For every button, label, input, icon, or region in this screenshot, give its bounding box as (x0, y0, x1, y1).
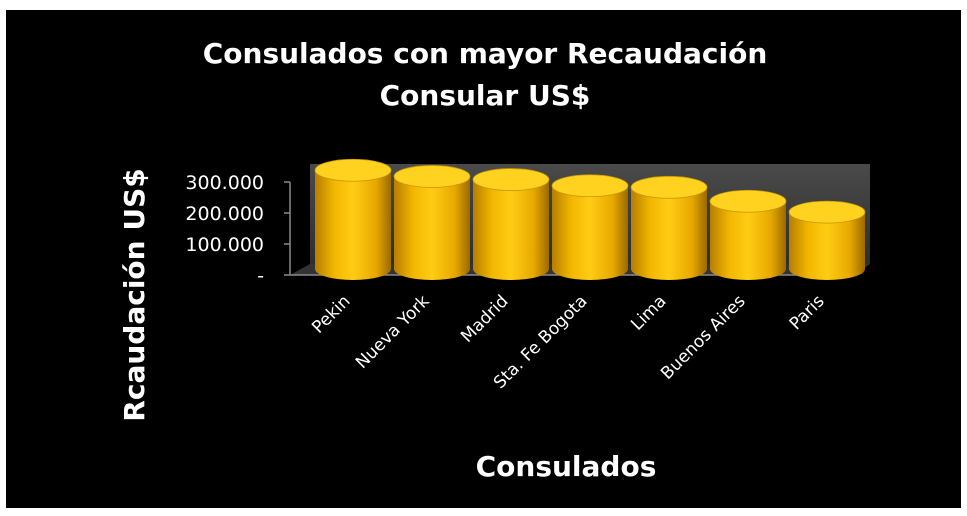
bar (393, 165, 471, 280)
bar-body (789, 212, 865, 280)
bar-top (788, 200, 866, 224)
y-axis-title: Rcaudación US$ (118, 168, 151, 421)
bar-body (631, 187, 707, 280)
y-tick-label: - (257, 265, 264, 287)
x-tick-label: Paris (786, 291, 829, 334)
x-tick-label: Nueva York (352, 291, 434, 373)
bar-top (472, 168, 550, 191)
bars (314, 158, 866, 280)
bar (472, 168, 550, 280)
bar-body (710, 201, 786, 280)
chart-title-line-2: Consular US$ (380, 79, 591, 112)
bar (314, 158, 392, 280)
y-ticks: - 100.000 200.000 300.000 (185, 172, 290, 287)
bar-body (394, 176, 470, 280)
bar-top (314, 158, 392, 182)
bar-top (551, 174, 629, 198)
chart-frame: Consulados con mayor Recaudación Consula… (6, 10, 961, 508)
bar (630, 175, 708, 280)
bar (788, 200, 866, 280)
bar-body (315, 170, 391, 280)
bar-body (552, 185, 628, 280)
x-tick-label: Lima (627, 291, 670, 334)
bar-top (630, 175, 708, 199)
bar-top (393, 165, 471, 188)
bar-body (473, 179, 549, 280)
x-axis-title: Consulados (476, 450, 657, 483)
chart-title-line-1: Consulados con mayor Recaudación (203, 37, 768, 70)
x-tick-label: Madrid (457, 291, 512, 346)
chart-svg: Consulados con mayor Recaudación Consula… (118, 37, 870, 483)
x-tick-label: Buenos Aires (657, 291, 749, 383)
bar (709, 189, 787, 280)
bar (551, 174, 629, 280)
y-tick-label: 100.000 (185, 234, 264, 256)
x-tick-label: Pekin (308, 291, 354, 337)
y-tick-label: 200.000 (185, 203, 264, 225)
y-tick-label: 300.000 (185, 172, 264, 194)
bar-top (709, 189, 787, 213)
